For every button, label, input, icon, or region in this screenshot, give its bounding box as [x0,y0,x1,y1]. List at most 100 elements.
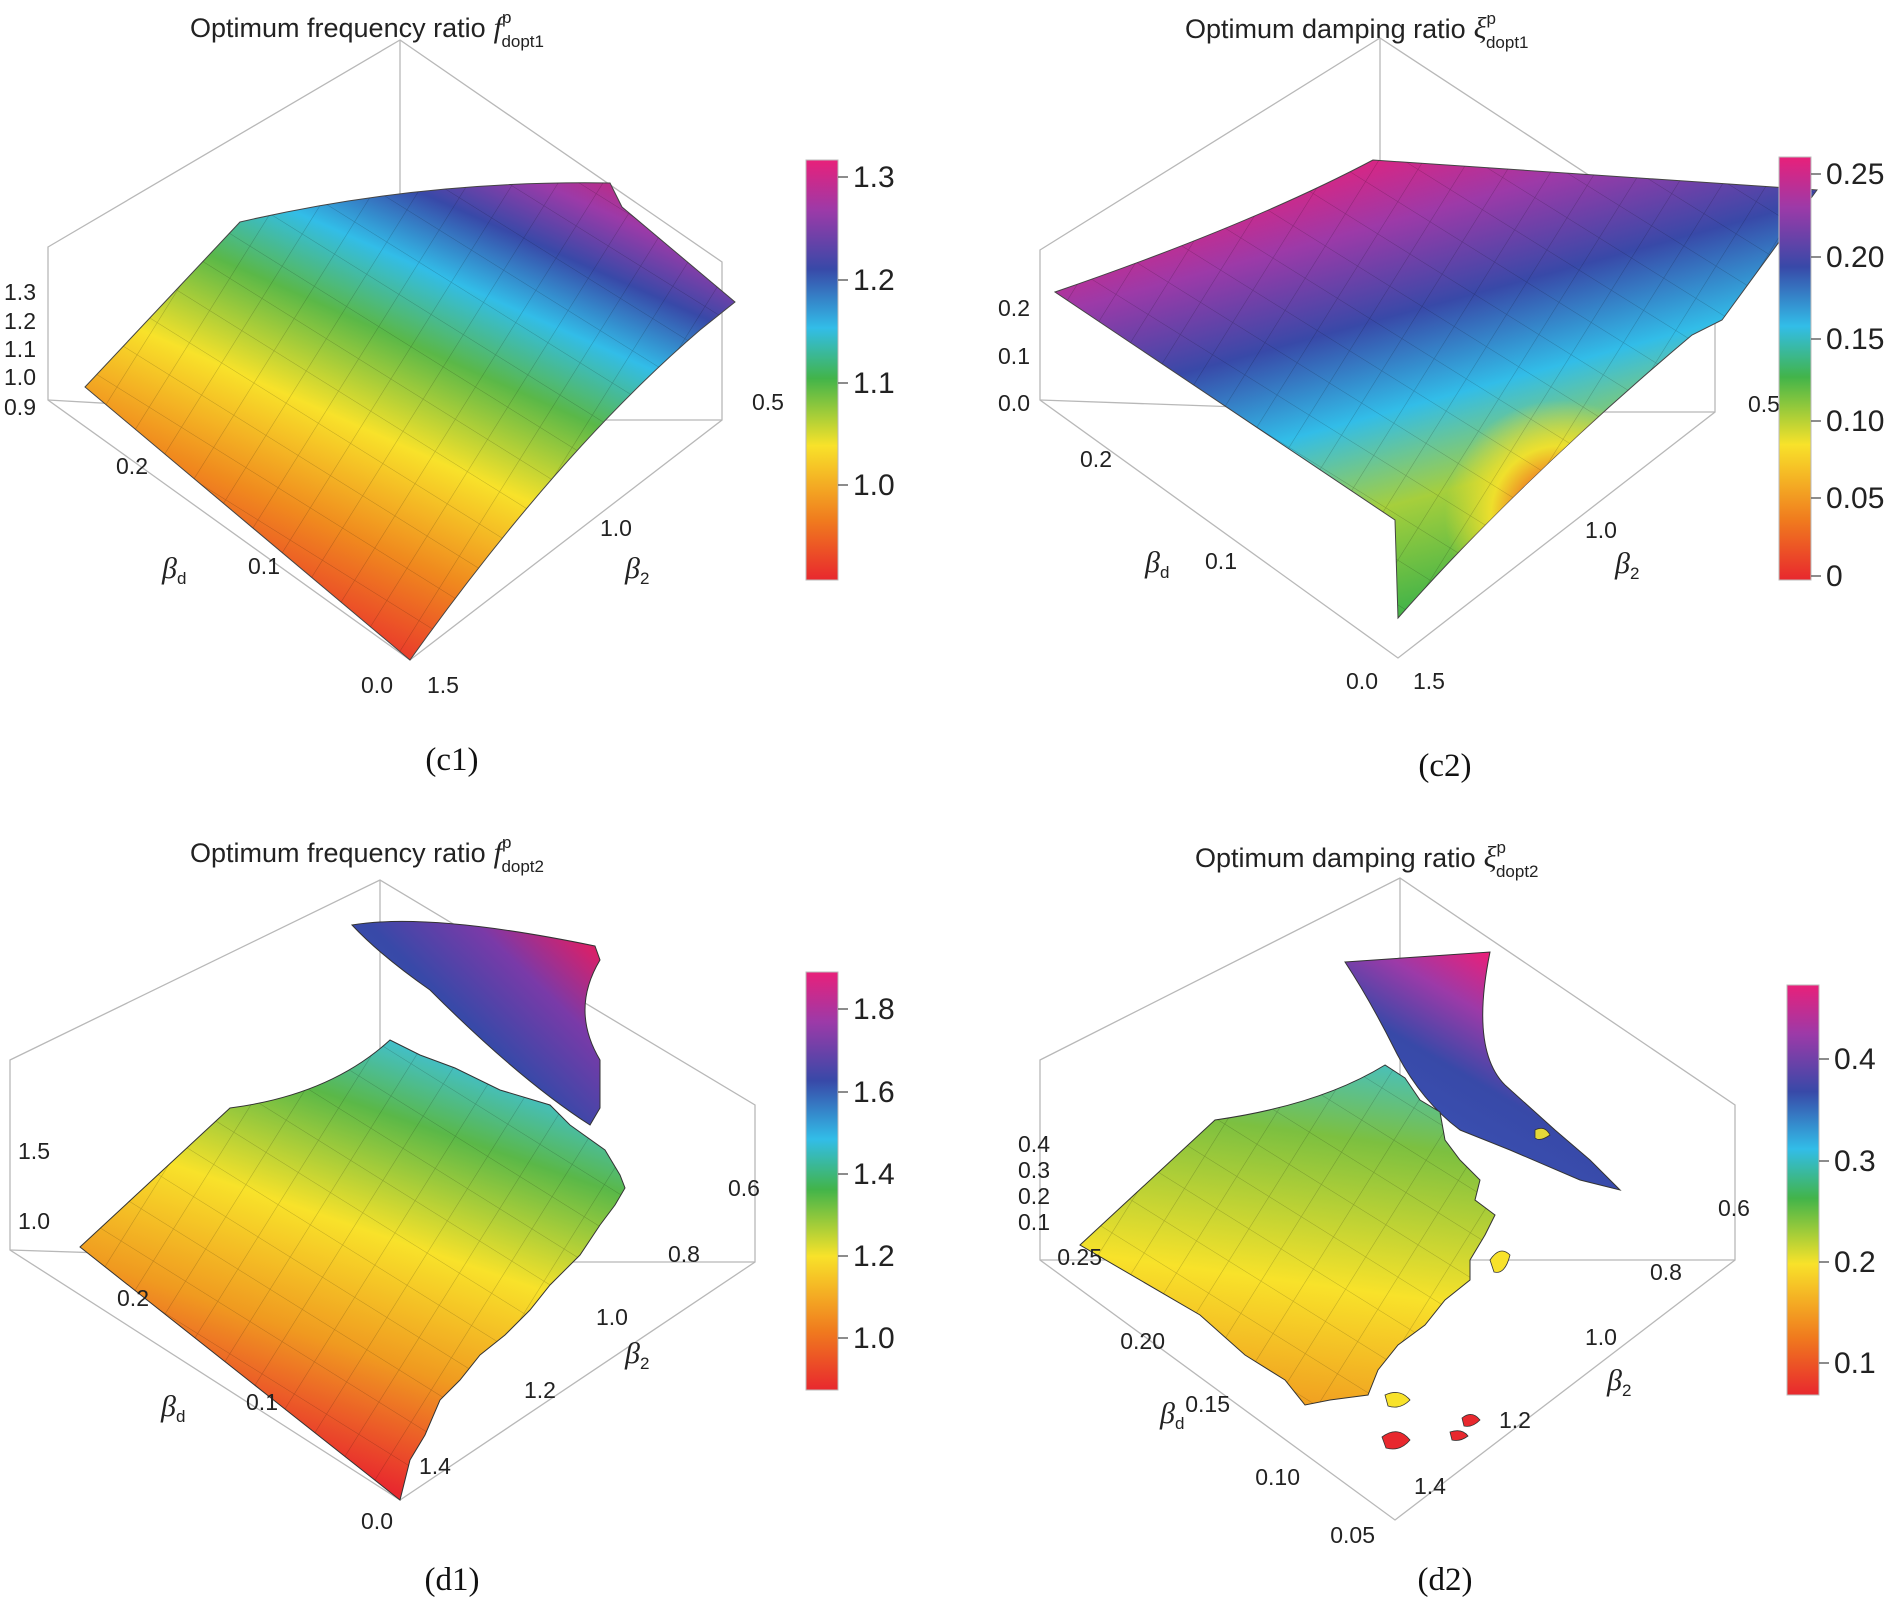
beta-d-tick: 0.05 [1330,1522,1375,1548]
z-tick: 1.3 [4,279,36,305]
colorbar [805,159,839,581]
beta-2-tick: 1.0 [600,515,632,541]
colorbar-tick-label: 1.0 [853,469,895,502]
beta-2-tick: 1.4 [1414,1473,1446,1499]
surface-d1-top [350,920,601,1126]
beta-2-label: β2 [624,1337,649,1373]
z-tick: 0.2 [998,295,1030,321]
z-tick: 0.2 [1018,1183,1050,1209]
colorbar-tick-label: 1.0 [853,1322,895,1355]
colorbar-ticks [1811,173,1821,577]
beta-2-ticks: 1.5 1.0 0.5 [427,389,784,698]
beta-d-tick: 0.15 [1185,1391,1230,1417]
beta-d-label: βd [1159,1397,1184,1433]
beta-2-label: β2 [1606,1364,1631,1400]
panel-c2: 0.0 0.1 0.2 0.0 0.1 0.2 1.5 1.0 0.5 βd β… [998,9,1884,784]
beta-2-ticks: 1.5 1.0 0.5 [1413,391,1780,694]
beta-2-tick: 0.8 [668,1241,700,1267]
beta-2-tick: 1.5 [1413,668,1445,694]
beta-2-ticks: 1.4 1.2 1.0 0.8 0.6 [1414,1195,1750,1499]
colorbar-tick-label: 1.1 [853,367,895,400]
colorbar-tick-label: 1.3 [853,161,895,194]
colorbar [1786,984,1820,1396]
beta-2-tick: 1.0 [596,1304,628,1330]
z-tick: 1.0 [4,364,36,390]
colorbar-tick-label: 0.4 [1834,1043,1876,1076]
colorbar-tick-label: 1.8 [853,993,895,1026]
colorbar-tick-label: 0.15 [1826,323,1884,356]
z-tick: 0.3 [1018,1157,1050,1183]
beta-d-label: βd [1144,546,1169,582]
beta-2-tick: 1.0 [1585,517,1617,543]
beta-2-tick: 0.6 [1718,1195,1750,1221]
beta-2-tick: 1.5 [427,672,459,698]
beta-d-tick: 0.1 [1205,548,1237,574]
beta-d-ticks: 0.05 0.10 0.15 0.20 0.25 [1057,1244,1375,1548]
colorbar-ticks [838,176,848,486]
colorbar-ticks [838,1008,848,1339]
beta-d-tick: 0.2 [1080,446,1112,472]
colorbar-tick-label: 0.1 [1834,1347,1876,1380]
beta-d-ticks: 0.0 0.1 0.2 [1080,446,1378,694]
beta-d-label: βd [161,552,186,588]
z-tick: 1.1 [4,336,36,362]
colorbar-tick-label: 1.6 [853,1076,895,1109]
beta-2-tick: 0.8 [1650,1259,1682,1285]
z-axis-ticks: 0.0 0.1 0.2 [998,295,1030,416]
beta-d-tick: 0.10 [1255,1464,1300,1490]
panel-c1: 0.9 1.0 1.1 1.2 1.3 0.0 0.1 0.2 1.5 1.0 … [4,8,895,778]
chart-title: Optimum damping ratio ξp dopt1 [1185,9,1529,52]
beta-d-tick: 0.20 [1120,1328,1165,1354]
beta-d-tick: 0.1 [248,553,280,579]
colorbar [805,971,839,1391]
colorbar-tick-label: 1.2 [853,1240,895,1273]
beta-2-label: β2 [624,552,649,588]
beta-d-tick: 0.2 [116,453,148,479]
beta-d-ticks: 0.0 0.1 0.2 [116,453,393,698]
z-tick: 1.5 [18,1138,50,1164]
beta-d-tick: 0.0 [1346,668,1378,694]
beta-d-label: βd [160,1390,185,1426]
beta-2-ticks: 1.4 1.2 1.0 0.8 0.6 [419,1175,760,1479]
colorbar-tick-label: 0.20 [1826,241,1884,274]
z-axis-ticks: 0.1 0.2 0.3 0.4 [1018,1131,1050,1235]
z-tick: 0.1 [1018,1209,1050,1235]
chart-title: Optimum frequency ratio fp dopt1 [190,8,544,51]
colorbar-tick-label: 0.25 [1826,158,1884,191]
surface-d2-top [1344,951,1622,1191]
colorbar-ticks [1819,1058,1829,1364]
z-axis-ticks: 1.0 1.5 [18,1138,50,1234]
beta-d-tick: 0.0 [361,672,393,698]
beta-d-tick: 0.0 [361,1508,393,1534]
beta-2-tick: 1.2 [524,1377,556,1403]
panel-label: (d2) [1418,1562,1473,1598]
colorbar [1778,156,1812,581]
colorbar-tick-label: 0.05 [1826,482,1884,515]
colorbar-tick-label: 1.2 [853,264,895,297]
colorbar-tick-label: 0 [1826,560,1843,593]
z-tick: 0.0 [998,390,1030,416]
z-tick: 0.4 [1018,1131,1050,1157]
z-axis-ticks: 0.9 1.0 1.1 1.2 1.3 [4,279,36,420]
surface-mesh [1055,160,1817,618]
surface-mesh [85,182,735,661]
beta-2-tick: 1.2 [1499,1407,1531,1433]
chart-title: Optimum frequency ratio fp dopt2 [190,833,544,876]
surface-mesh [80,1040,625,1500]
beta-d-tick: 0.25 [1057,1244,1102,1270]
beta-2-tick: 0.5 [1748,391,1780,417]
chart-title: Optimum damping ratio ξp dopt2 [1195,838,1539,881]
beta-2-tick: 1.0 [1585,1324,1617,1350]
panel-label: (d1) [425,1562,480,1598]
beta-d-tick: 0.1 [246,1389,278,1415]
panel-d1: 1.0 1.5 0.0 0.1 0.2 1.4 1.2 1.0 0.8 0.6 … [9,833,895,1598]
z-tick: 0.9 [4,394,36,420]
beta-2-label: β2 [1614,547,1639,583]
panel-d2: 0.1 0.2 0.3 0.4 0.05 0.10 0.15 0.20 0.25… [1018,838,1876,1598]
z-tick: 1.0 [18,1208,50,1234]
colorbar-tick-label: 0.10 [1826,405,1884,438]
colorbar-tick-label: 0.3 [1834,1145,1876,1178]
z-tick: 0.1 [998,343,1030,369]
surface-mesh [1080,1065,1495,1405]
